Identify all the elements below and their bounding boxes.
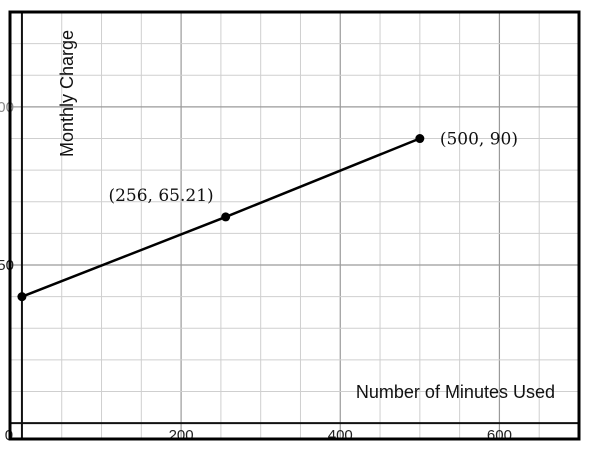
point-annotation: (500, 90) [440,130,518,150]
data-point [221,212,231,222]
annotations: (256, 65.21) (500, 90) [108,130,518,206]
x-tick-label: 600 [487,427,512,444]
x-tick-label: 400 [328,427,353,444]
x-axis-title: Number of Minutes Used [356,382,555,402]
y-tick-label: 50 [0,257,14,274]
frame-border [8,10,581,441]
y-axis-title: Monthly Charge [57,30,77,157]
y-tick-label: 100 [0,99,14,116]
grid [10,11,580,439]
series [17,134,425,302]
data-point [17,292,27,302]
point-annotation: (256, 65.21) [108,186,213,206]
data-point [415,134,425,144]
axes [10,12,579,439]
x-tick-label: 200 [169,427,194,444]
